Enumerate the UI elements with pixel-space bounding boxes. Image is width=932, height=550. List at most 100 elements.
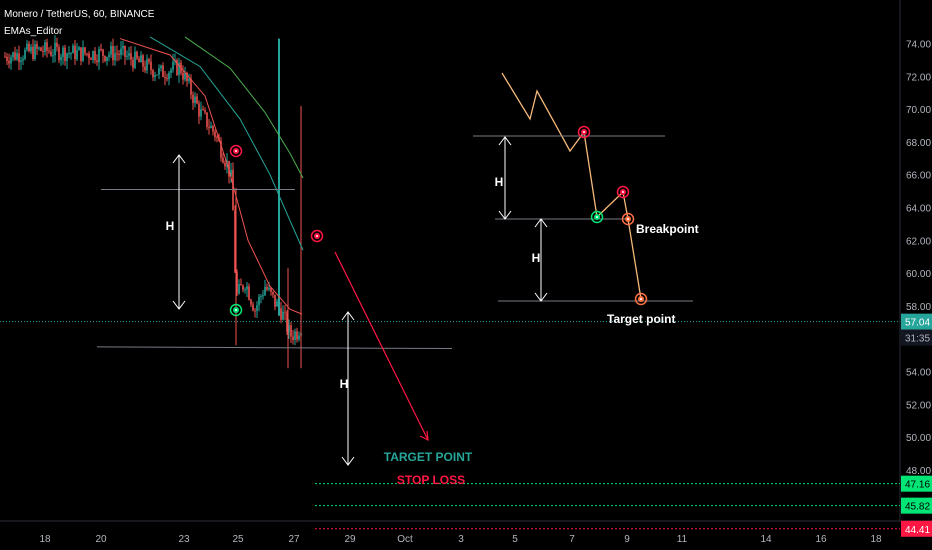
candle-body — [140, 55, 142, 63]
candle-body — [74, 45, 76, 60]
projection-arrow-head — [419, 430, 429, 442]
candle-body — [124, 45, 126, 57]
candle-body — [52, 55, 54, 57]
y-tick-label: 60.00 — [906, 269, 931, 280]
candle-body — [108, 54, 110, 57]
candle-body — [250, 299, 252, 305]
candle-body — [132, 59, 134, 68]
candle-body — [190, 78, 192, 95]
candle-body — [246, 286, 248, 290]
candle-body — [22, 58, 24, 61]
candle-body — [224, 162, 226, 167]
candle-body — [152, 70, 154, 78]
candle-body — [214, 131, 216, 138]
indicator-title[interactable]: EMAs_Editor — [4, 26, 63, 37]
candle-body — [24, 49, 26, 59]
candle-body — [30, 46, 32, 52]
x-tick-label: 5 — [512, 534, 518, 545]
candle-body — [32, 46, 34, 59]
candle-body — [240, 284, 242, 286]
breakpoint-label: Breakpoint — [636, 222, 699, 236]
candle-body — [294, 331, 296, 340]
candle-body — [106, 56, 108, 61]
candle-body — [204, 110, 206, 113]
candle-body — [156, 74, 158, 76]
candle-body — [130, 53, 132, 60]
x-tick-label: 7 — [569, 534, 575, 545]
candle-body — [12, 52, 14, 58]
candle-body — [256, 305, 258, 311]
target-2-tag-text: 45.82 — [905, 502, 930, 513]
candle-body — [54, 42, 56, 56]
candle-body — [8, 60, 10, 64]
stop-tag-bg — [901, 520, 932, 537]
candle-body — [78, 47, 80, 51]
candle-body — [110, 46, 112, 55]
candle-body — [280, 308, 282, 320]
candle-body — [158, 68, 160, 75]
candle-body — [258, 296, 260, 306]
y-tick-label: 74.00 — [906, 40, 931, 51]
candle-body — [260, 296, 262, 298]
h-label-projected: H — [340, 377, 349, 391]
candle-body — [236, 272, 238, 294]
candle-body — [234, 210, 236, 273]
candle-body — [48, 50, 50, 52]
candle-body — [60, 56, 62, 61]
candle-body — [150, 61, 152, 71]
candle-body — [266, 286, 268, 290]
target-1-tag-text: 47.16 — [905, 480, 930, 491]
y-tick-label: 62.00 — [906, 236, 931, 247]
candle-body — [118, 54, 120, 56]
candle-body — [10, 57, 12, 64]
candle-body — [206, 112, 208, 127]
measure-arrow-left-head-top — [172, 154, 186, 164]
candle-body — [136, 51, 138, 59]
current-price-tag-bg — [901, 313, 932, 330]
countdown-tag-bg — [901, 329, 932, 346]
projection-arrow-line — [334, 251, 429, 441]
candle-body — [104, 55, 106, 61]
y-tick-label: 52.00 — [906, 400, 931, 411]
candle-body — [56, 42, 58, 47]
target-1-tag-bg — [901, 475, 932, 492]
candle-body — [186, 72, 188, 81]
candle-body — [84, 47, 86, 54]
ema-fast-line — [119, 38, 303, 315]
candle-body — [114, 53, 116, 61]
candle-body — [116, 53, 118, 55]
candle-body — [128, 53, 130, 56]
y-tick-label: 54.00 — [906, 368, 931, 379]
candle-body — [16, 53, 18, 60]
candle-body — [96, 60, 98, 63]
candle-body — [168, 72, 170, 80]
x-tick-label: 11 — [677, 534, 688, 545]
candle-body — [120, 48, 122, 55]
x-tick-label: Oct — [397, 534, 413, 545]
candle-body — [182, 72, 184, 80]
candle-body — [46, 42, 48, 51]
candle-body — [148, 59, 150, 62]
schematic-marker-breakpoint-center — [627, 218, 629, 220]
candle-body — [298, 335, 300, 340]
current-price-tag-text: 57.04 — [905, 318, 930, 329]
x-tick-label: 25 — [232, 534, 244, 545]
schematic-marker-break-ring — [590, 210, 604, 224]
candle-body — [220, 140, 222, 158]
candle-body — [264, 286, 266, 296]
candle-body — [178, 62, 180, 75]
candle-body — [284, 311, 286, 313]
candle-body — [290, 325, 292, 337]
candle-body — [146, 59, 148, 71]
candle-body — [270, 287, 272, 292]
candle-body — [254, 310, 256, 312]
candle-body — [210, 125, 212, 128]
y-tick-label: 64.00 — [906, 204, 931, 215]
x-tick-label: 9 — [624, 534, 630, 545]
candle-body — [272, 291, 274, 295]
candle-body — [34, 44, 36, 59]
marker-red-top-ring — [229, 144, 243, 158]
candle-body — [142, 55, 144, 67]
